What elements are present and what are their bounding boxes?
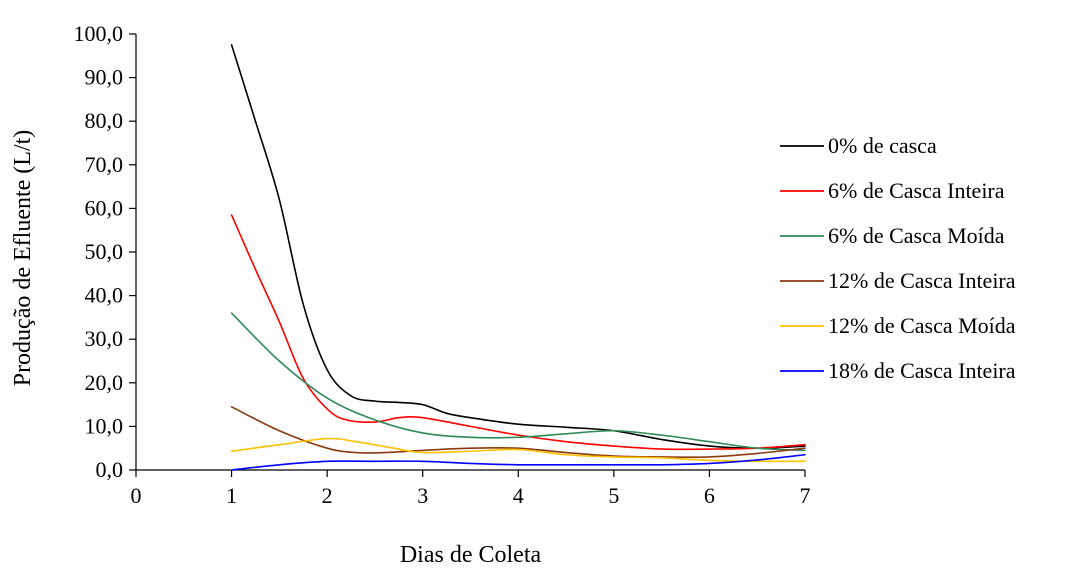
- legend-label: 18% de Casca Inteira: [828, 358, 1016, 383]
- series-line-6: [230, 453, 806, 471]
- series-lines: [230, 44, 806, 471]
- series-line-1: [230, 44, 806, 449]
- x-tick-label: 2: [322, 483, 333, 508]
- y-tick-label: 40,0: [85, 283, 124, 308]
- y-tick-label: 10,0: [85, 413, 124, 438]
- y-tick-label: 30,0: [85, 326, 124, 351]
- y-tick-label: 100,0: [74, 21, 124, 46]
- legend-label: 12% de Casca Inteira: [828, 268, 1016, 293]
- series-line-3: [230, 312, 806, 452]
- y-tick-label: 70,0: [85, 152, 124, 177]
- x-tick-label: 1: [226, 483, 237, 508]
- plot-area: 0 1 2 3 4 5 6 7 0,0 10,0 20,0 30,0 40,0 50,0 60,0 70,0…: [74, 21, 811, 508]
- y-tick-label: 0,0: [96, 457, 124, 482]
- y-tick-label: 80,0: [85, 108, 124, 133]
- y-tick-label: 20,0: [85, 370, 124, 395]
- y-tick-label: 90,0: [85, 65, 124, 90]
- legend-label: 6% de Casca Inteira: [828, 178, 1005, 203]
- series-line-4: [230, 405, 806, 459]
- x-tick-label: 0: [131, 483, 142, 508]
- legend-label: 0% de casca: [828, 133, 937, 158]
- y-axis-title: Produção de Efluente (L/t): [10, 130, 36, 387]
- series-line-2: [230, 214, 806, 451]
- x-tick-label: 5: [608, 483, 619, 508]
- legend-label: 12% de Casca Moída: [828, 313, 1016, 338]
- x-tick-label: 4: [513, 483, 524, 508]
- legend: 0% de casca 6% de Casca Inteira 6% de Casc…: [780, 133, 1016, 383]
- y-axis-ticks: 0,0 10,0 20,0 30,0 40,0 50,0 60,0 70,0 80,0 90,0 1…: [74, 21, 136, 482]
- y-tick-label: 60,0: [85, 195, 124, 220]
- legend-label: 6% de Casca Moída: [828, 223, 1005, 248]
- y-tick-label: 50,0: [85, 239, 124, 264]
- x-axis-title: Dias de Coleta: [400, 542, 542, 568]
- series-line-5: [230, 437, 806, 463]
- x-tick-label: 7: [800, 483, 811, 508]
- x-tick-label: 6: [704, 483, 715, 508]
- x-tick-label: 3: [417, 483, 428, 508]
- x-axis-ticks: 0 1 2 3 4 5 6 7: [131, 470, 811, 508]
